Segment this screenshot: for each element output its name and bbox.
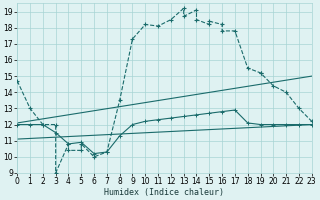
X-axis label: Humidex (Indice chaleur): Humidex (Indice chaleur) <box>105 188 225 197</box>
